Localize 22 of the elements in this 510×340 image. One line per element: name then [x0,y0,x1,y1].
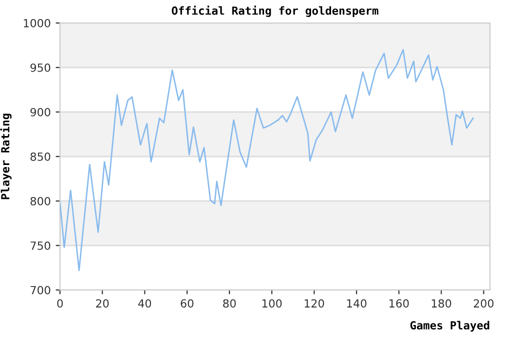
y-tick-label: 1000 [24,18,50,28]
x-tick-label: 40 [138,299,152,308]
y-tick-label: 850 [30,152,50,161]
y-tick-label: 700 [30,286,50,294]
y-tick-label: 950 [30,63,50,72]
y-tick-label: 750 [30,241,50,250]
x-tick-label: 120 [304,299,324,308]
x-tick-label: 180 [432,299,452,308]
line-series [60,49,474,272]
x-tick-label: 0 [57,299,63,308]
x-axis-title: Games Played [410,320,490,332]
x-tick-label: 140 [347,299,366,308]
x-tick-label: 160 [390,299,409,308]
y-tick-label: 800 [30,196,50,206]
y-tick-label: 900 [30,108,50,116]
y-axis-title: Player Rating [0,114,12,200]
x-tick-label: 100 [262,299,282,308]
x-tick-label: 200 [474,299,494,308]
x-tick-label: 80 [223,299,236,308]
chart-title: Official Rating for goldensperm [172,6,378,17]
x-tick-label: 20 [96,299,109,308]
x-tick-label: 60 [180,299,194,308]
